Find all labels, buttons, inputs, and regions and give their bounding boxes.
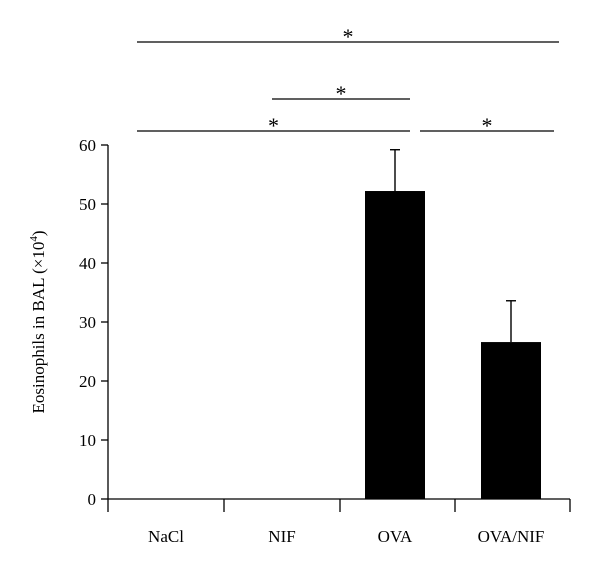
x-ticks [107,499,571,512]
significance-star: * [343,24,354,49]
significance-brackets: * * * * [137,24,559,138]
y-axis-label: Eosinophils in BAL (×104) [28,230,48,413]
y-ticks: 0 10 20 30 40 50 60 [79,136,108,509]
x-tick-label: OVA/NIF [478,527,545,546]
y-axis-label-suffix: ) [29,230,48,236]
significance-star: * [336,81,347,106]
y-axis-label-superscript: 4 [28,236,40,242]
category-labels: NaCl NIF OVA OVA/NIF [148,527,544,546]
y-tick-label: 40 [79,254,96,273]
x-tick-label: NIF [268,527,295,546]
y-tick-label: 50 [79,195,96,214]
significance-star: * [268,113,279,138]
y-tick-label: 10 [79,431,96,450]
significance-star: * [482,113,493,138]
y-axis-label-main: Eosinophils in BAL (×10 [29,242,48,414]
bar [365,191,425,499]
x-tick-label: NaCl [148,527,184,546]
y-tick-label: 0 [88,490,97,509]
x-tick-label: OVA [378,527,413,546]
y-tick-label: 30 [79,313,96,332]
error-bars [390,149,516,343]
y-tick-label: 60 [79,136,96,155]
bar [481,342,541,499]
y-tick-label: 20 [79,372,96,391]
bars [365,191,541,499]
